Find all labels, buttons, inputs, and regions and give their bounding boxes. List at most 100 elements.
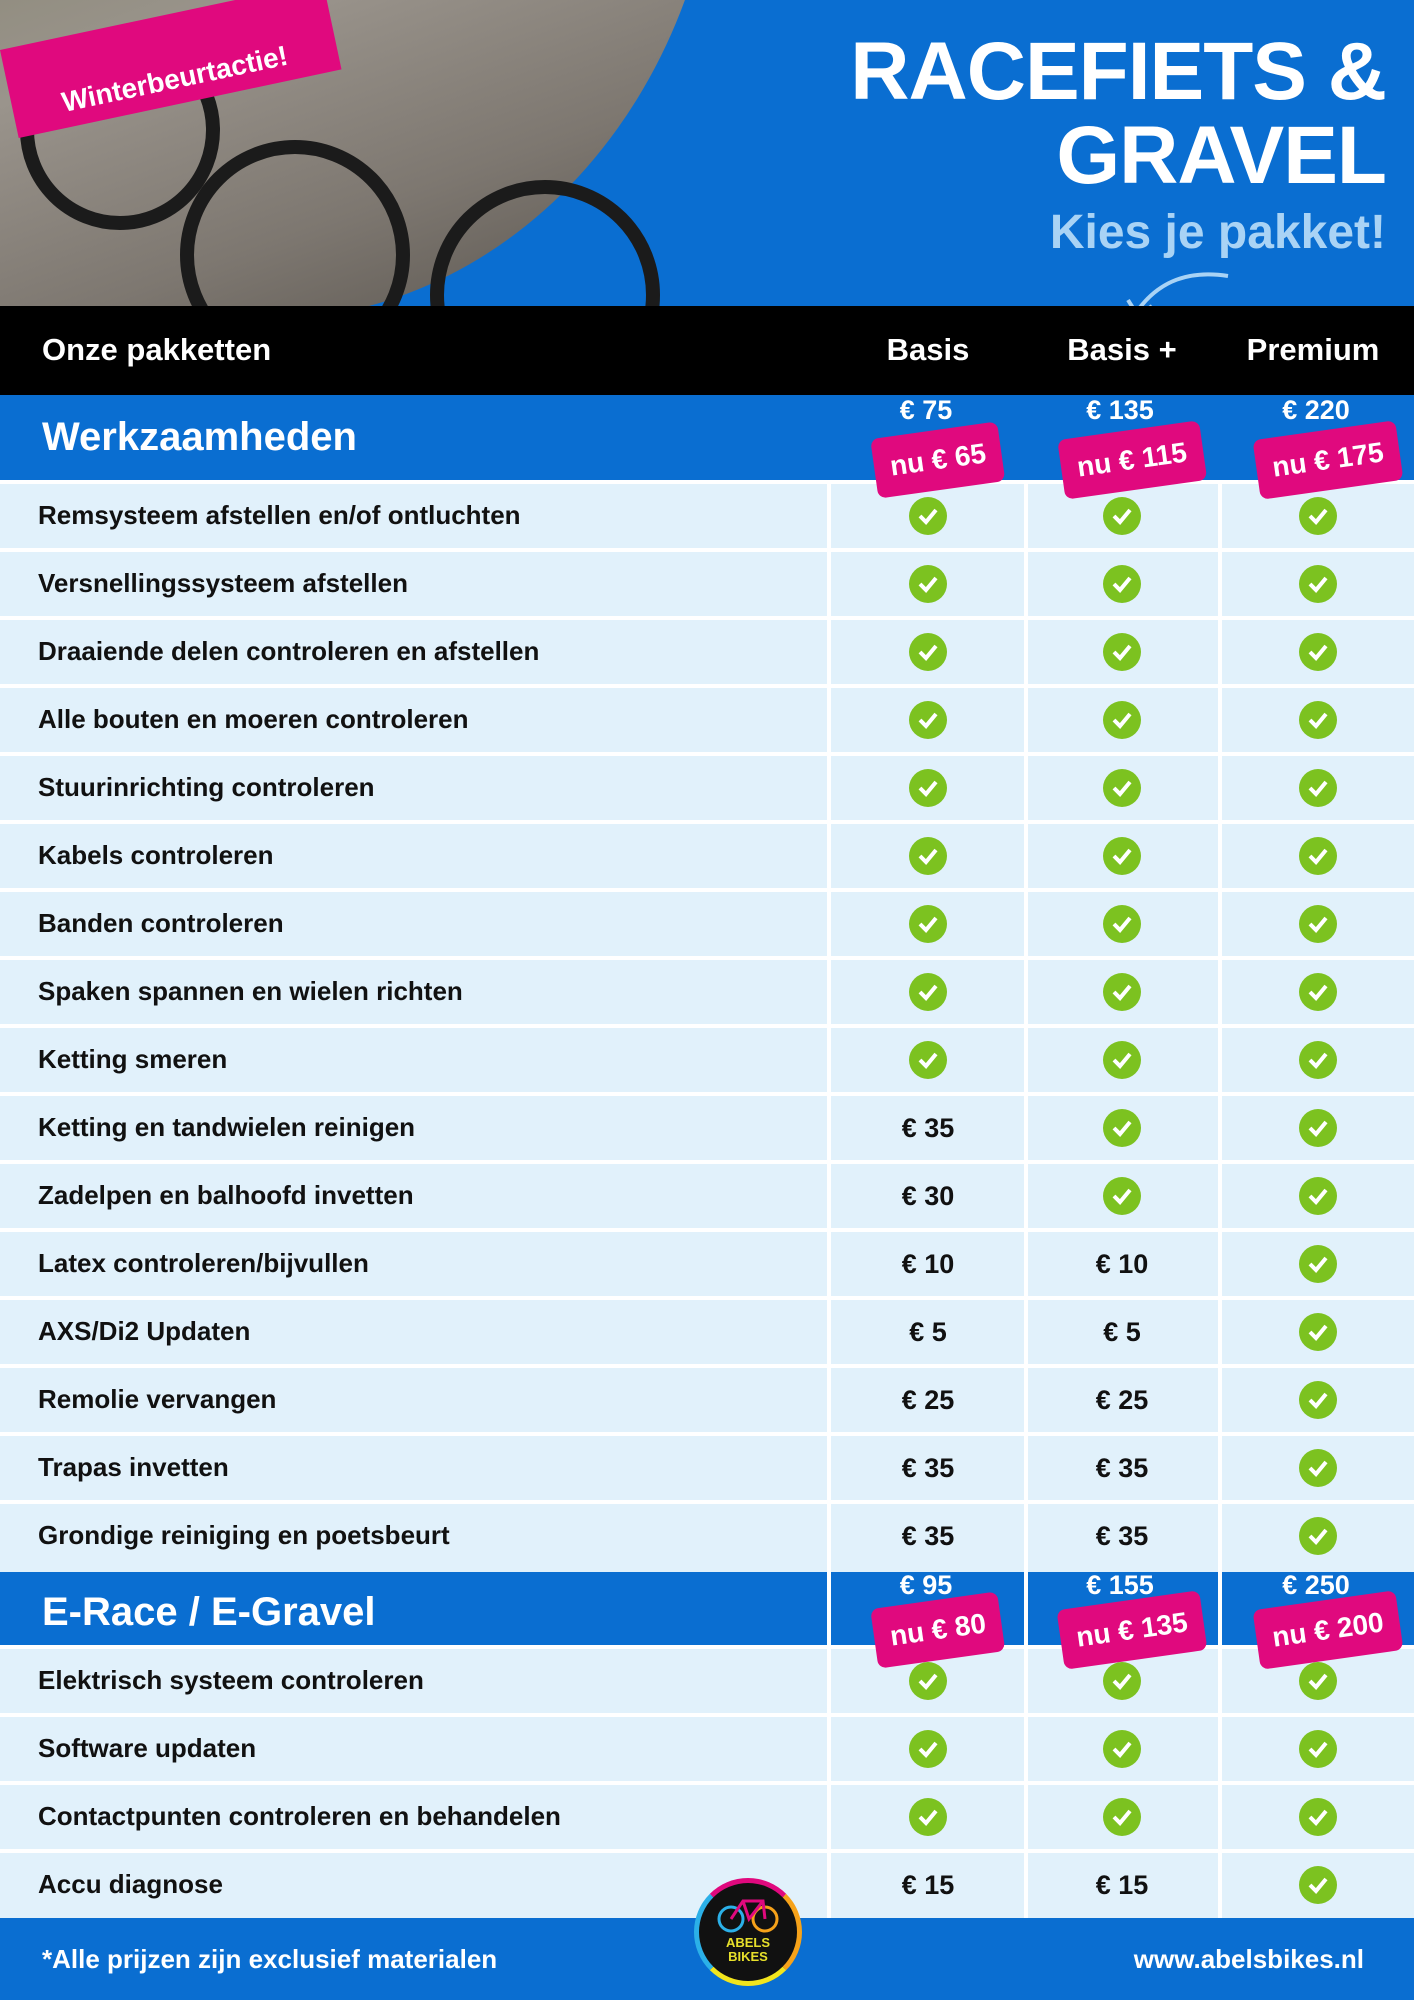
check-icon: [1299, 1730, 1337, 1768]
check-icon: [1299, 837, 1337, 875]
extra-price: € 25: [1095, 1384, 1149, 1415]
row-value: [1062, 688, 1182, 752]
extra-price: € 15: [1095, 1869, 1149, 1900]
row-label: Remolie vervangen: [38, 1384, 277, 1414]
check-icon: [1103, 837, 1141, 875]
check-icon: [1103, 905, 1141, 943]
row-label: Remsysteem afstellen en/of ontluchten: [38, 500, 521, 530]
check-icon: [909, 1041, 947, 1079]
row-value: € 5: [868, 1300, 988, 1364]
check-icon: [1103, 1730, 1141, 1768]
check-icon: [1299, 1798, 1337, 1836]
table-row: Accu diagnose € 15 € 15: [0, 1849, 1414, 1917]
row-value: [1258, 960, 1378, 1024]
row-value: [1062, 1649, 1182, 1713]
row-value: [868, 688, 988, 752]
table-row: Draaiende delen controleren en afstellen: [0, 616, 1414, 684]
check-icon: [909, 1662, 947, 1700]
row-label: Spaken spannen en wielen richten: [38, 976, 463, 1006]
row-value: [1062, 756, 1182, 820]
section-header: Werkzaamheden: [0, 395, 1414, 480]
check-icon: [1103, 769, 1141, 807]
check-icon: [1103, 1662, 1141, 1700]
check-icon: [1103, 1798, 1141, 1836]
check-icon: [1299, 565, 1337, 603]
table-row: Versnellingssysteem afstellen: [0, 548, 1414, 616]
row-value: € 35: [1062, 1504, 1182, 1568]
row-value: [1062, 484, 1182, 548]
table-row: Kabels controleren: [0, 820, 1414, 888]
row-value: [868, 1717, 988, 1781]
extra-price: € 30: [901, 1180, 955, 1211]
footer-note: *Alle prijzen zijn exclusief materialen: [42, 1944, 498, 1974]
regular-price: € 135: [1086, 395, 1154, 425]
row-value: [1062, 824, 1182, 888]
check-icon: [1299, 497, 1337, 535]
row-value: [1258, 1300, 1378, 1364]
row-value: [1258, 756, 1378, 820]
page-title: RACEFIETS & GRAVEL: [850, 26, 1387, 201]
row-value: [1258, 1853, 1378, 1917]
table-row: Elektrisch systeem controleren: [0, 1645, 1414, 1713]
extra-price: € 35: [901, 1452, 955, 1483]
check-icon: [1299, 1313, 1337, 1351]
table-row: Zadelpen en balhoofd invetten € 30: [0, 1160, 1414, 1228]
check-icon: [909, 565, 947, 603]
check-icon: [1103, 565, 1141, 603]
table-row: Spaken spannen en wielen richten: [0, 956, 1414, 1024]
row-value: [1062, 892, 1182, 956]
row-value: [1062, 1164, 1182, 1228]
row-value: € 25: [1062, 1368, 1182, 1432]
row-label: Trapas invetten: [38, 1452, 229, 1482]
website-link[interactable]: www.abelsbikes.nl: [1133, 1944, 1364, 1974]
subtitle: Kies je pakket!: [1049, 206, 1386, 259]
row-value: € 35: [868, 1436, 988, 1500]
row-value: [1258, 1649, 1378, 1713]
row-value: € 25: [868, 1368, 988, 1432]
row-value: [1258, 1368, 1378, 1432]
check-icon: [1103, 1109, 1141, 1147]
table-row: Ketting smeren: [0, 1024, 1414, 1092]
extra-price: € 10: [1095, 1248, 1149, 1279]
column-divider: [827, 480, 831, 1918]
check-icon: [1299, 905, 1337, 943]
check-icon: [1299, 1662, 1337, 1700]
row-label: Kabels controleren: [38, 840, 274, 870]
row-value: € 35: [868, 1504, 988, 1568]
table-header: Onze pakketten Basis Basis + Premium: [0, 306, 1414, 395]
row-value: [868, 620, 988, 684]
extra-price: € 35: [901, 1112, 955, 1143]
row-value: € 30: [868, 1164, 988, 1228]
extra-price: € 35: [1095, 1520, 1149, 1551]
section-title: Werkzaamheden: [42, 415, 357, 459]
row-value: [1258, 1028, 1378, 1092]
row-value: [1062, 620, 1182, 684]
row-value: [1258, 620, 1378, 684]
row-label: Ketting smeren: [38, 1044, 228, 1074]
row-label: Latex controleren/bijvullen: [38, 1248, 369, 1278]
check-icon: [1299, 1109, 1337, 1147]
row-value: [1258, 1164, 1378, 1228]
check-icon: [1299, 973, 1337, 1011]
header-label: Onze pakketten: [42, 332, 272, 367]
extra-price: € 5: [1103, 1316, 1141, 1347]
check-icon: [1299, 633, 1337, 671]
regular-price: € 250: [1282, 1570, 1350, 1600]
table-row: Banden controleren: [0, 888, 1414, 956]
row-value: [1062, 1096, 1182, 1160]
column-basis: Basis: [886, 332, 970, 367]
check-icon: [909, 1798, 947, 1836]
row-value: € 15: [1062, 1853, 1182, 1917]
regular-price: € 220: [1282, 395, 1350, 425]
row-label: Accu diagnose: [38, 1869, 223, 1899]
table-row: Ketting en tandwielen reinigen € 35: [0, 1092, 1414, 1160]
check-icon: [1299, 1177, 1337, 1215]
check-icon: [1299, 701, 1337, 739]
check-icon: [909, 837, 947, 875]
column-premium: Premium: [1246, 332, 1380, 367]
check-icon: [1299, 1381, 1337, 1419]
extra-price: € 25: [901, 1384, 955, 1415]
row-value: € 5: [1062, 1300, 1182, 1364]
row-value: [1258, 1504, 1378, 1568]
check-icon: [1299, 769, 1337, 807]
